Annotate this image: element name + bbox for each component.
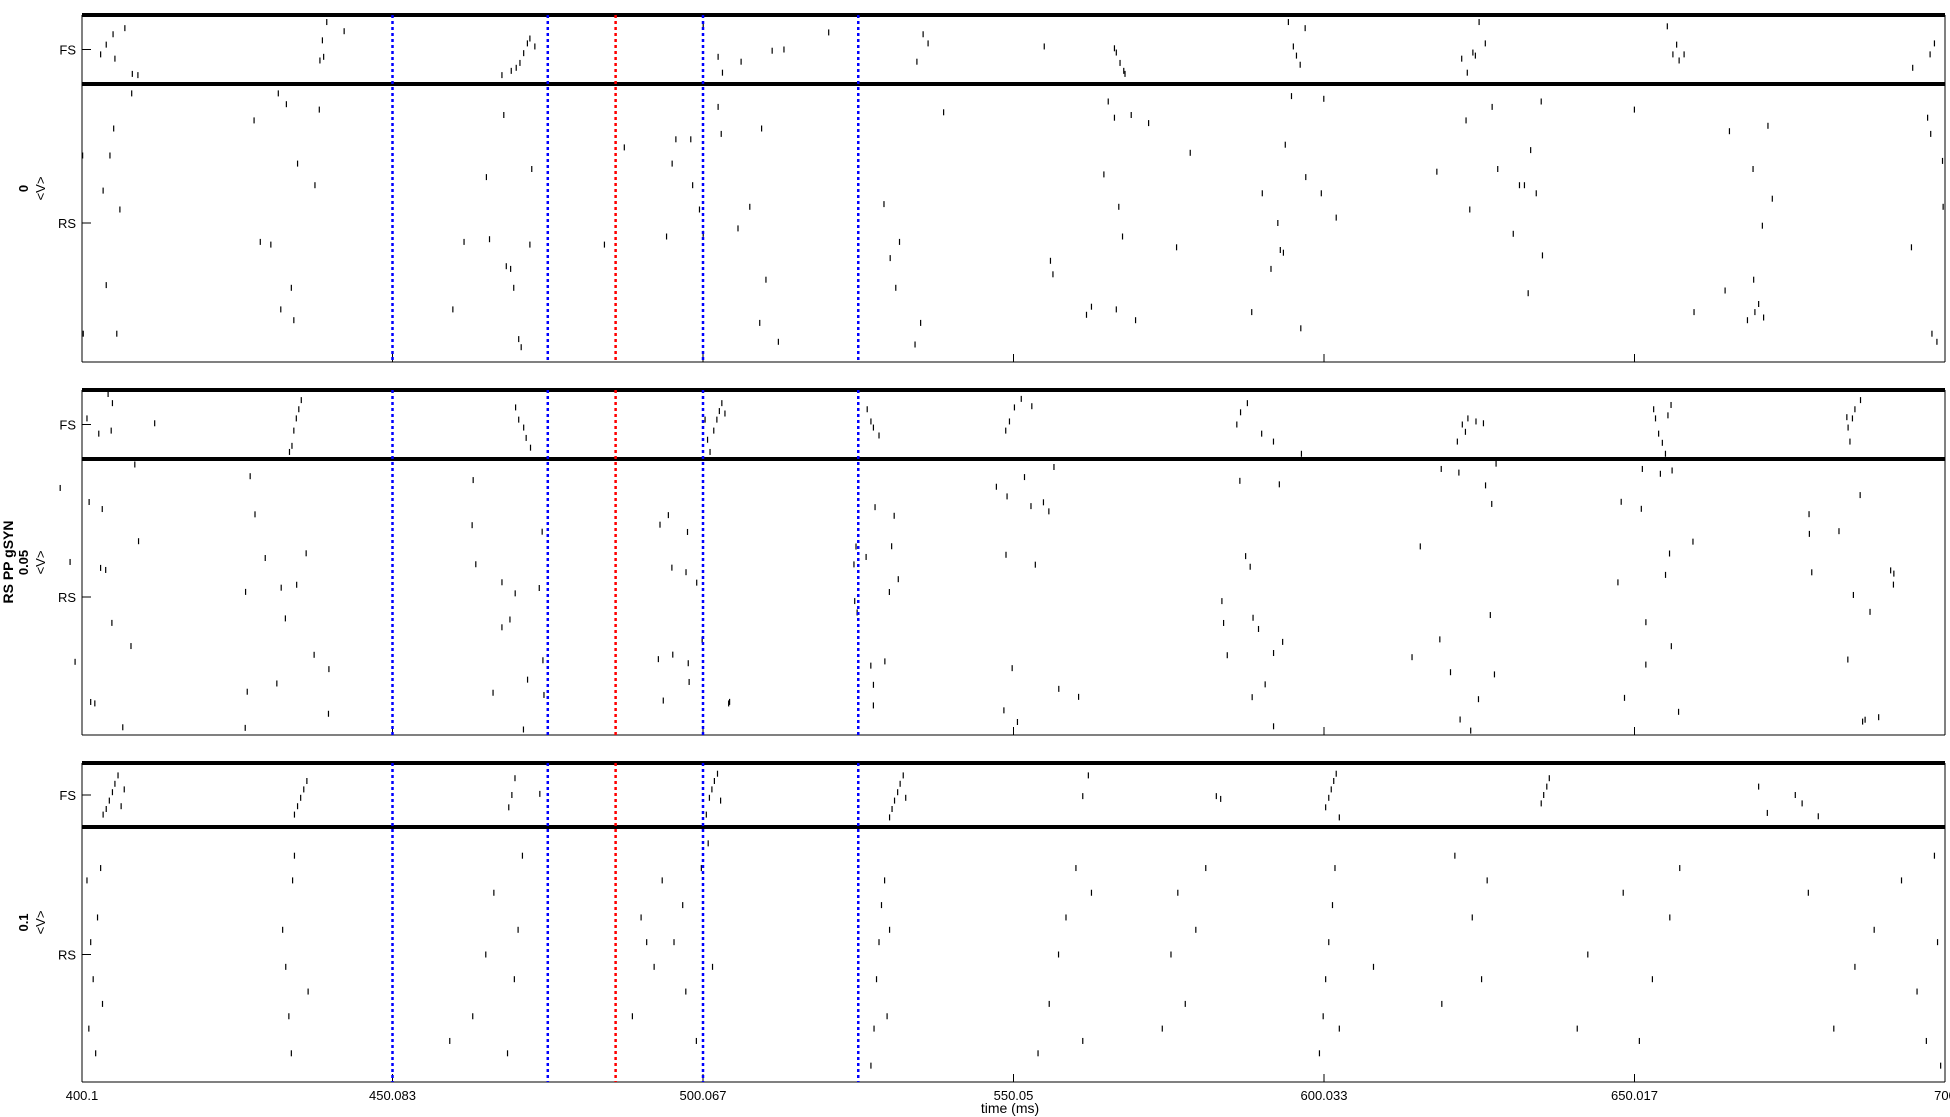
raster-panel: FS RS 0.1 <V>	[16, 761, 1946, 1083]
x-tick-label: 550.05	[994, 1088, 1034, 1103]
fs-y-label: FS	[59, 43, 76, 58]
rs-y-label: RS	[58, 216, 76, 231]
spike-group	[82, 19, 1944, 351]
x-tick-label: 500.067	[680, 1088, 727, 1103]
panel-signal-label: <V>	[33, 551, 48, 575]
x-tick-label: 700	[1934, 1088, 1950, 1103]
rs-y-label: RS	[58, 590, 76, 605]
raster-panel: FS RS 0.05 <V>	[16, 388, 1946, 736]
panel-value-label: 0.1	[16, 913, 31, 931]
panel-value-label: 0	[16, 185, 31, 192]
spike-group	[86, 770, 1942, 1069]
fs-y-label: FS	[59, 788, 76, 803]
x-axis: 400.1 450.083 500.067 550.05 600.033 650.017 7…	[66, 1088, 1950, 1103]
panel-signal-label: <V>	[33, 911, 48, 935]
figure-y-label: RS PP gSYN	[0, 521, 16, 604]
x-tick-label: 650.017	[1611, 1088, 1658, 1103]
x-tick-label: 400.1	[66, 1088, 99, 1103]
panel-signal-label: <V>	[33, 177, 48, 201]
x-axis-label: time (ms)	[981, 1100, 1039, 1116]
rs-y-label: RS	[58, 948, 76, 963]
x-tick-label: 450.083	[369, 1088, 416, 1103]
raster-panel: FS RS 0 <V>	[16, 13, 1946, 363]
spike-group	[59, 391, 1895, 734]
panel-value-label: 0.05	[16, 550, 31, 575]
fs-y-label: FS	[59, 418, 76, 433]
x-tick-label: 600.033	[1300, 1088, 1347, 1103]
